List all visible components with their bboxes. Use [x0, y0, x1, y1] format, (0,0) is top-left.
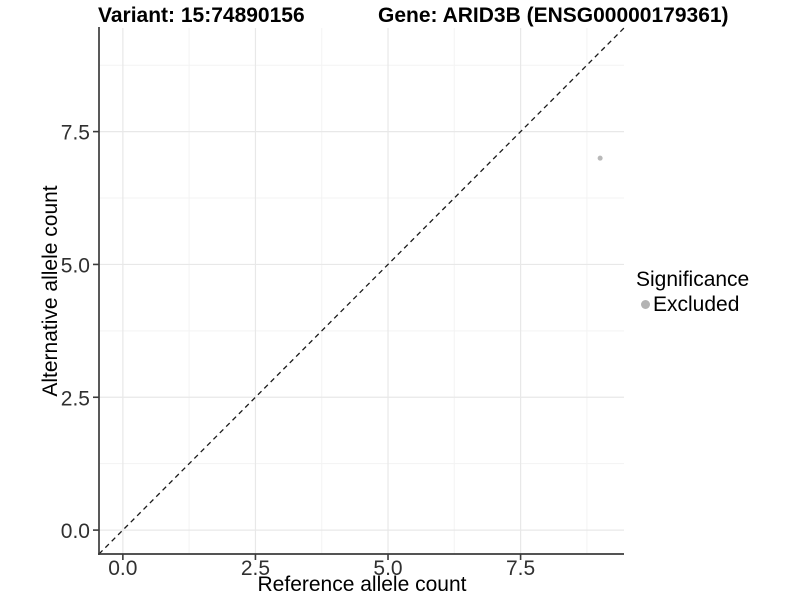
legend-item-excluded: Excluded: [636, 292, 749, 317]
identity-reference-line: [98, 27, 625, 555]
legend-title: Significance: [636, 268, 750, 291]
plot-title-variant: Variant: 15:74890156: [98, 4, 305, 27]
data-point: [597, 155, 603, 161]
plot-title-gene: Gene: ARID3B (ENSG00000179361): [378, 4, 729, 27]
y-tick-label: 5.0: [61, 254, 90, 277]
legend-item-label: Excluded: [653, 292, 740, 316]
y-axis-title: Alternative allele count: [39, 185, 62, 397]
y-tick-label: 0.0: [61, 520, 90, 543]
major-gridlines: [99, 28, 624, 554]
minor-gridlines: [99, 28, 624, 554]
x-tick-label: 7.5: [506, 557, 535, 580]
y-tick-label: 2.5: [61, 387, 90, 410]
x-tick-label: 5.0: [373, 557, 402, 580]
x-tick-label: 2.5: [241, 557, 270, 580]
x-tick-label: 0.0: [108, 557, 137, 580]
legend: Significance Excluded: [636, 267, 749, 317]
data-points: [597, 155, 603, 161]
y-tick-label: 7.5: [61, 122, 90, 145]
x-axis-title: Reference allele count: [257, 573, 467, 596]
excluded-point-icon: [641, 300, 650, 309]
